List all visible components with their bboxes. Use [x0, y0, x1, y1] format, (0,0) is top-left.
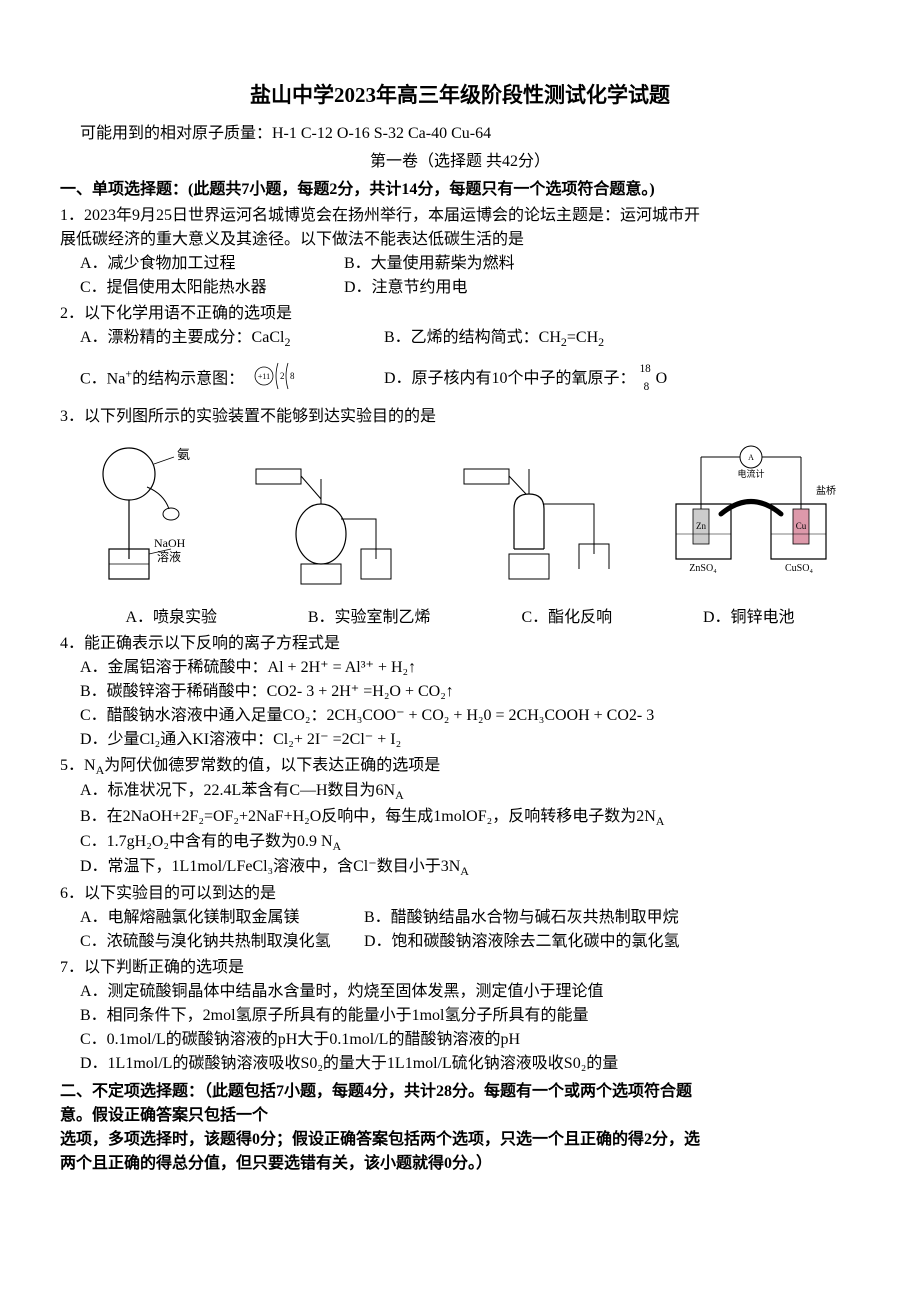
q3-stem: 3．以下列图所示的实验装置不能够到达实验目的的是	[60, 405, 860, 429]
q3-label-c: C．酯化反响	[521, 606, 612, 630]
q2-option-b: B．乙烯的结构简式：CH2=CH2	[384, 326, 604, 351]
q4-option-d: D．少量Cl₂通入KI溶液中：Cl₂+ 2I⁻ =2Cl⁻ + I₂	[60, 728, 860, 752]
q5-option-d: D．常温下，1L1mol/LFeCl₃溶液中，含Cl⁻数目小于3NA	[60, 855, 860, 880]
q6-stem: 6．以下实验目的可以到达的是	[60, 882, 860, 906]
q4-stem: 4．能正确表示以下反响的离子方程式是	[60, 632, 860, 656]
question-2: 2．以下化学用语不正确的选项是 A．漂粉精的主要成分：CaCl2 B．乙烯的结构…	[60, 302, 860, 403]
q6-option-b: B．醋酸钠结晶水合物与碱石灰共热制取甲烷	[364, 906, 679, 930]
svg-text:8: 8	[290, 371, 295, 381]
q2-stem: 2．以下化学用语不正确的选项是	[60, 302, 860, 326]
question-5: 5．NA为阿伏伽德罗常数的值，以下表达正确的选项是 A．标准状况下，22.4L苯…	[60, 754, 860, 880]
q1-stem-line1: 1．2023年9月25日世界运河名城博览会在扬州举行，本届运博会的论坛主题是：运…	[60, 204, 860, 228]
q7-option-c: C．0.1mol/L的碳酸钠溶液的pH大于0.1mol/L的醋酸钠溶液的pH	[60, 1028, 860, 1052]
section2-line3: 选项，多项选择时，该题得0分；假设正确答案包括两个选项，只选一个且正确的得2分，…	[60, 1128, 860, 1152]
q5-option-c: C．1.7gH₂O₂中含有的电子数为0.9 NA	[60, 830, 860, 855]
q5-option-a: A．标准状况下，22.4L苯含有C—H数目为6NA	[60, 779, 860, 804]
svg-text:NaOH: NaOH	[154, 536, 186, 550]
section2-line2: 意。假设正确答案只包括一个	[60, 1104, 860, 1128]
q5-stem: 5．NA为阿伏伽德罗常数的值，以下表达正确的选项是	[60, 754, 860, 779]
q1-option-b: B．大量使用薪柴为燃料	[344, 252, 515, 276]
svg-text:氨: 氨	[177, 447, 190, 462]
q2-option-d: D．原子核内有10个中子的氧原子： 18 8 O	[384, 367, 667, 391]
part1-header: 第一卷（选择题 共42分）	[60, 150, 860, 174]
question-1: 1．2023年9月25日世界运河名城博览会在扬州举行，本届运博会的论坛主题是：运…	[60, 204, 860, 300]
q4-option-c: C．醋酸钠水溶液中通入足量CO₂：2CH₃COO⁻ + CO₂ + H₂0 = …	[60, 704, 860, 728]
q1-option-d: D．注意节约用电	[344, 276, 468, 300]
svg-text:A: A	[748, 453, 754, 462]
question-6: 6．以下实验目的可以到达的是 A．电解熔融氯化镁制取金属镁 B．醋酸钠结晶水合物…	[60, 882, 860, 954]
q2-option-c: C．Na+的结构示意图： +11 2 8	[80, 357, 380, 403]
q4-option-a: A．金属铝溶于稀硫酸中：Al + 2H⁺ = Al³⁺ + H₂↑	[60, 656, 860, 680]
svg-text:Zn: Zn	[696, 521, 706, 531]
svg-text:2: 2	[280, 371, 285, 381]
atom-shell-diagram: +11 2 8	[252, 357, 300, 403]
question-7: 7．以下判断正确的选项是 A．测定硫酸铜晶体中结晶水含量时，灼烧至固体发黑，测定…	[60, 956, 860, 1076]
q7-option-a: A．测定硫酸铜晶体中结晶水含量时，灼烧至固体发黑，测定值小于理论值	[60, 980, 860, 1004]
nuclide-notation: 18 8 O	[640, 367, 668, 391]
q7-option-b: B．相同条件下，2mol氢原子所具有的能量小于1mol氢分子所具有的能量	[60, 1004, 860, 1028]
fountain-apparatus-icon: 氨 NaOH 溶液	[79, 439, 209, 589]
svg-text:+11: +11	[258, 372, 270, 381]
cu-zn-cell-icon: A 电流计 盐桥 Zn Cu ZnSO₄ CuSO₄	[661, 439, 841, 589]
atomic-mass-info: 可能用到的相对原子质量：H-1 C-12 O-16 S-32 Ca-40 Cu-…	[60, 122, 860, 146]
question-3: 3．以下列图所示的实验装置不能够到达实验目的的是 氨 NaOH 溶液	[60, 405, 860, 631]
svg-text:ZnSO₄: ZnSO₄	[690, 563, 718, 574]
exam-title: 盐山中学2023年高三年级阶段性测试化学试题	[60, 80, 860, 112]
q1-stem-line2: 展低碳经济的重大意义及其途径。以下做法不能表达低碳生活的是	[60, 228, 860, 252]
section1-header: 一、单项选择题：(此题共7小题，每题2分，共计14分，每题只有一个选项符合题意。…	[60, 178, 860, 202]
svg-text:盐桥: 盐桥	[816, 484, 836, 497]
q3-figure-d: A 电流计 盐桥 Zn Cu ZnSO₄ CuSO₄	[661, 439, 841, 597]
q3-label-a: A．喷泉实验	[125, 606, 217, 630]
q3-figure-c	[454, 439, 624, 597]
section2-header: 二、不定项选择题：（此题包括7小题，每题4分，共计28分。每题有一个或两个选项符…	[60, 1080, 860, 1176]
q3-figure-b	[246, 439, 416, 597]
question-4: 4．能正确表示以下反响的离子方程式是 A．金属铝溶于稀硫酸中：Al + 2H⁺ …	[60, 632, 860, 752]
esterification-icon	[454, 439, 624, 589]
q1-option-c: C．提倡使用太阳能热水器	[80, 276, 340, 300]
svg-text:CuSO₄: CuSO₄	[785, 563, 813, 574]
section2-line1: 二、不定项选择题：（此题包括7小题，每题4分，共计28分。每题有一个或两个选项符…	[60, 1080, 860, 1104]
q3-label-d: D．铜锌电池	[703, 606, 795, 630]
q4-option-b: B．碳酸锌溶于稀硝酸中：CO2- 3 + 2H⁺ =H₂O + CO₂↑	[60, 680, 860, 704]
svg-text:电流计: 电流计	[738, 468, 765, 479]
q6-option-d: D．饱和碳酸钠溶液除去二氧化碳中的氯化氢	[364, 930, 680, 954]
q5-option-b: B．在2NaOH+2F₂=OF₂+2NaF+H₂O反响中，每生成1molOF₂，…	[60, 805, 860, 830]
q6-option-c: C．浓硫酸与溴化钠共热制取溴化氢	[80, 930, 360, 954]
q3-label-b: B．实验室制乙烯	[308, 606, 431, 630]
q3-figure-a: 氨 NaOH 溶液	[79, 439, 209, 597]
q1-option-a: A．减少食物加工过程	[80, 252, 340, 276]
section2-line4: 两个且正确的得总分值，但只要选错有关，该小题就得0分。）	[60, 1152, 860, 1176]
svg-text:溶液: 溶液	[157, 549, 181, 564]
q7-option-d: D．1L1mol/L的碳酸钠溶液吸收S0₂的量大于1L1mol/L硫化钠溶液吸收…	[60, 1052, 860, 1076]
svg-text:Cu: Cu	[796, 521, 807, 531]
q2-option-a: A．漂粉精的主要成分：CaCl2	[80, 326, 380, 351]
q7-stem: 7．以下判断正确的选项是	[60, 956, 860, 980]
q6-option-a: A．电解熔融氯化镁制取金属镁	[80, 906, 360, 930]
ethylene-prep-icon	[246, 439, 416, 589]
